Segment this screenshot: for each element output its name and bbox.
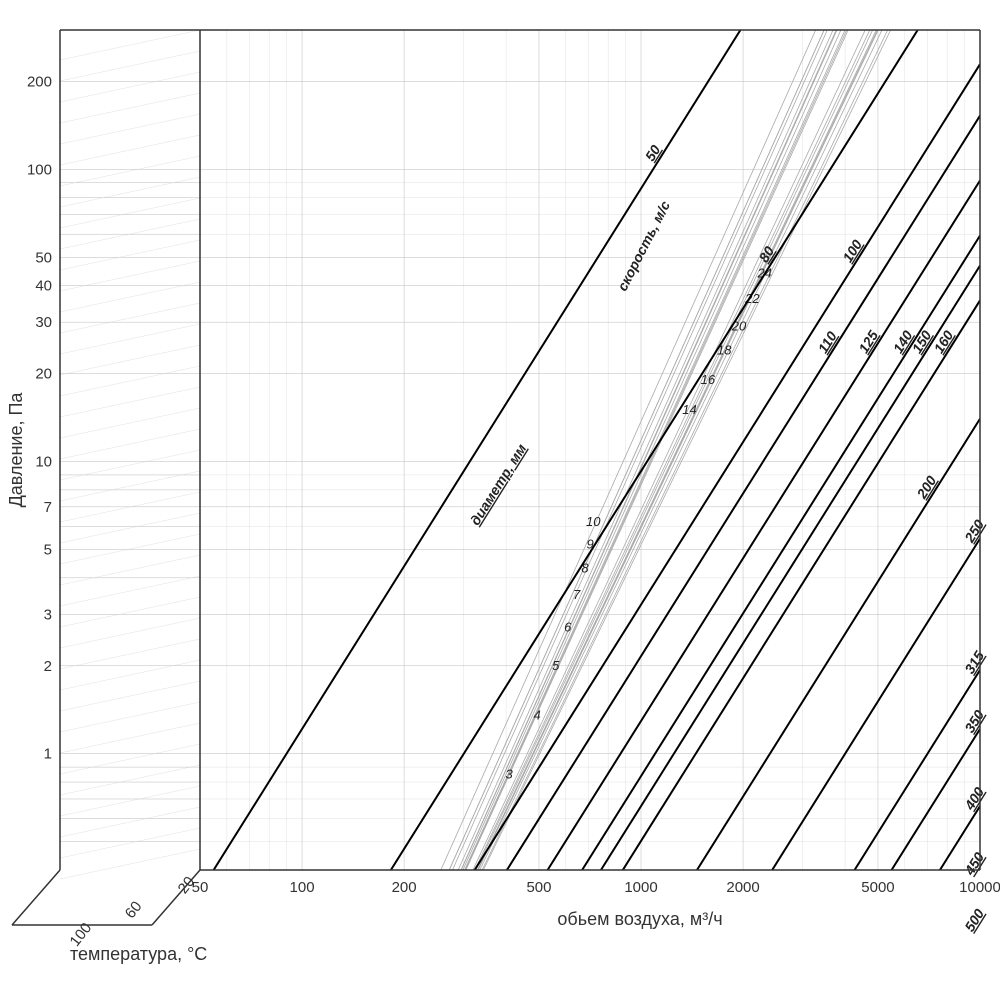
y-tick: 3 xyxy=(44,606,52,623)
velocity-label: 10 xyxy=(586,514,601,529)
x-tick: 100 xyxy=(290,879,315,896)
x-tick: 1000 xyxy=(624,879,657,896)
y-tick: 20 xyxy=(35,366,52,383)
x-tick: 500 xyxy=(526,879,551,896)
y-tick: 10 xyxy=(35,454,52,471)
velocity-label: 5 xyxy=(552,658,560,673)
x-tick: 200 xyxy=(392,879,417,896)
velocity-label: 14 xyxy=(682,402,696,417)
y-tick: 2 xyxy=(44,658,52,675)
y-tick: 30 xyxy=(35,314,52,331)
x-tick: 5000 xyxy=(861,879,894,896)
velocity-label: 3 xyxy=(506,766,514,781)
temperature-axis-label: температура, °C xyxy=(70,944,207,964)
y-tick: 50 xyxy=(35,249,52,266)
y-tick: 40 xyxy=(35,278,52,295)
velocity-label: 7 xyxy=(573,587,581,602)
y-tick: 7 xyxy=(44,499,52,516)
x-axis-label: обьем воздуха, м³/ч xyxy=(557,909,722,929)
velocity-label: 16 xyxy=(701,372,716,387)
y-tick: 1 xyxy=(44,746,52,763)
x-tick: 2000 xyxy=(726,879,759,896)
velocity-label: 6 xyxy=(564,620,572,635)
x-tick: 10000 xyxy=(959,879,1000,896)
y-axis-label: Давление, Па xyxy=(6,392,26,508)
nomogram-chart: 345678910141618202224скорость, м/с508010… xyxy=(0,0,1000,993)
y-tick: 5 xyxy=(44,542,52,559)
y-tick: 200 xyxy=(27,73,52,90)
y-tick: 100 xyxy=(27,161,52,178)
velocity-label: 4 xyxy=(534,708,541,723)
